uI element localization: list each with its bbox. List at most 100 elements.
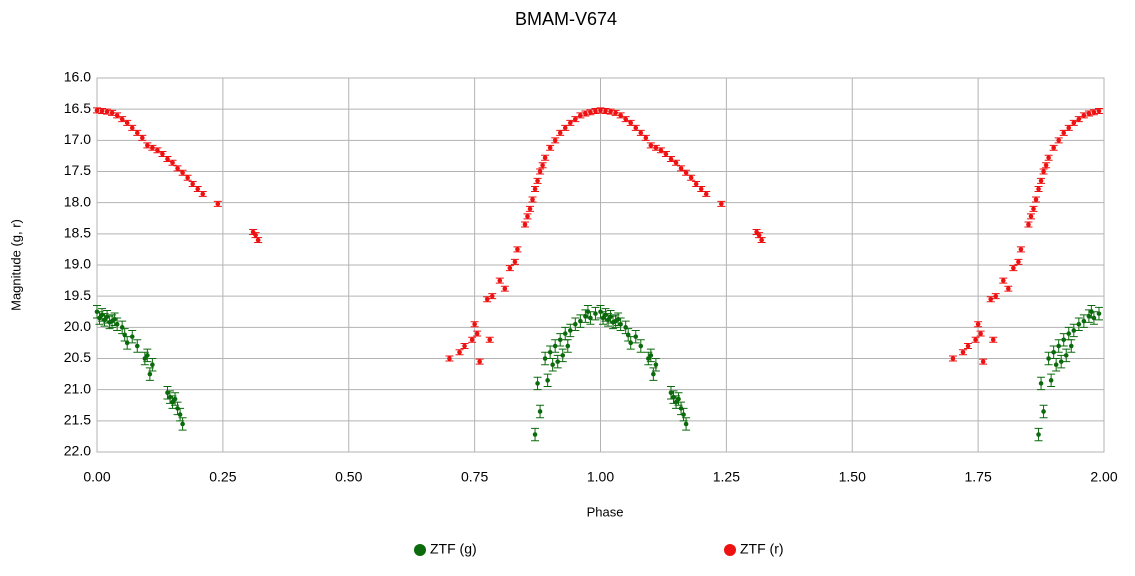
data-point bbox=[102, 317, 107, 323]
data-point bbox=[653, 145, 659, 151]
data-point bbox=[147, 371, 153, 377]
x-tick-label: 0.00 bbox=[83, 469, 110, 485]
data-point bbox=[462, 343, 467, 349]
data-point bbox=[150, 145, 155, 151]
x-tick-label: 1.25 bbox=[713, 469, 740, 485]
y-tick-label: 17.0 bbox=[64, 131, 91, 147]
data-point bbox=[457, 349, 462, 355]
data-point bbox=[628, 340, 634, 346]
data-point bbox=[1068, 343, 1074, 349]
data-point bbox=[160, 151, 165, 157]
data-point bbox=[950, 356, 956, 361]
y-tick-label: 21.5 bbox=[64, 412, 91, 428]
data-point bbox=[1091, 315, 1097, 321]
data-point bbox=[122, 332, 127, 338]
data-point bbox=[109, 110, 115, 116]
data-point bbox=[474, 331, 480, 336]
data-point bbox=[646, 356, 651, 361]
plot-frame bbox=[96, 77, 1105, 453]
data-point bbox=[643, 135, 649, 141]
data-point bbox=[489, 293, 495, 299]
legend-marker bbox=[414, 544, 426, 556]
data-point bbox=[532, 432, 538, 437]
data-point bbox=[673, 160, 679, 166]
data-point bbox=[515, 247, 520, 252]
data-point bbox=[1046, 356, 1051, 361]
data-point bbox=[195, 186, 200, 192]
data-point bbox=[129, 334, 135, 339]
data-point bbox=[1056, 343, 1061, 349]
data-point bbox=[1001, 278, 1006, 283]
data-point bbox=[142, 356, 148, 361]
data-point bbox=[134, 130, 140, 136]
data-point bbox=[253, 232, 258, 238]
x-tick-label: 1.00 bbox=[587, 469, 614, 485]
chart-title: BMAM-V674 bbox=[515, 9, 617, 29]
data-point bbox=[1051, 145, 1056, 151]
data-point bbox=[537, 169, 543, 174]
data-point bbox=[965, 343, 971, 349]
data-point bbox=[1096, 108, 1102, 114]
x-tick-label: 1.75 bbox=[965, 469, 992, 485]
data-point bbox=[1018, 247, 1024, 252]
data-point bbox=[180, 421, 185, 427]
data-point bbox=[170, 399, 175, 405]
data-point bbox=[497, 278, 503, 283]
data-point bbox=[114, 321, 120, 327]
data-point bbox=[215, 201, 221, 207]
legend-label: ZTF (r) bbox=[740, 541, 784, 557]
data-point bbox=[593, 108, 598, 114]
data-point bbox=[532, 186, 538, 192]
data-point bbox=[618, 321, 623, 327]
data-point bbox=[1038, 381, 1044, 386]
y-tick-label: 16.0 bbox=[64, 69, 91, 85]
x-tick-label: 2.00 bbox=[1090, 469, 1117, 485]
data-point bbox=[663, 151, 669, 157]
x-tick-label: 1.50 bbox=[839, 469, 866, 485]
data-point bbox=[1006, 286, 1011, 291]
data-point bbox=[487, 337, 493, 343]
data-point bbox=[668, 390, 674, 396]
data-point bbox=[593, 311, 598, 316]
data-point bbox=[633, 334, 639, 339]
data-point bbox=[104, 314, 110, 320]
data-point bbox=[693, 181, 699, 187]
data-point bbox=[990, 337, 996, 343]
data-point bbox=[180, 170, 185, 176]
x-tick-label: 0.75 bbox=[461, 469, 488, 485]
data-point bbox=[540, 162, 545, 168]
data-point bbox=[1061, 130, 1067, 136]
data-point bbox=[565, 343, 571, 349]
data-point bbox=[1076, 321, 1082, 327]
data-point bbox=[447, 356, 452, 361]
data-point bbox=[588, 315, 593, 321]
data-point bbox=[200, 191, 206, 197]
data-point bbox=[1086, 313, 1092, 319]
data-point bbox=[960, 349, 966, 355]
data-point bbox=[129, 125, 135, 131]
data-point bbox=[507, 265, 513, 271]
data-point bbox=[628, 120, 634, 126]
data-point bbox=[719, 201, 724, 207]
data-point bbox=[172, 396, 178, 402]
data-point bbox=[190, 181, 195, 187]
data-point bbox=[502, 286, 508, 291]
data-point bbox=[678, 166, 684, 171]
data-point bbox=[1061, 337, 1067, 343]
data-point bbox=[175, 166, 180, 171]
data-point bbox=[1046, 155, 1051, 161]
data-point bbox=[1036, 186, 1041, 192]
data-point bbox=[512, 259, 518, 265]
data-point bbox=[562, 331, 568, 336]
data-point bbox=[1031, 206, 1036, 212]
data-point bbox=[542, 155, 548, 161]
data-point bbox=[1058, 359, 1064, 364]
data-point bbox=[1033, 197, 1039, 202]
y-tick-label: 16.5 bbox=[64, 100, 91, 116]
data-point bbox=[140, 135, 145, 141]
data-point bbox=[688, 175, 694, 181]
data-point bbox=[550, 362, 555, 368]
data-point bbox=[1096, 311, 1102, 316]
data-point bbox=[1063, 353, 1069, 358]
